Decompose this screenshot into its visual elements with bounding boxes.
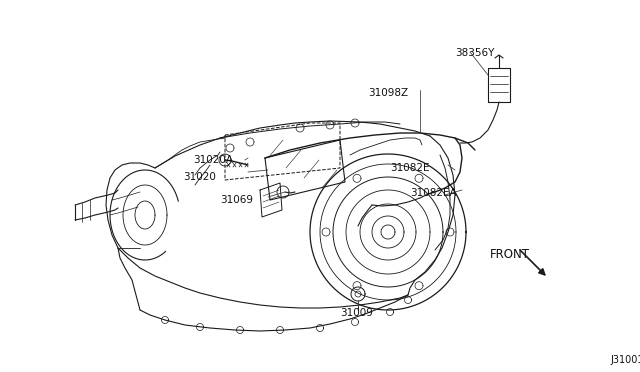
Text: 31082EA: 31082EA [410, 188, 456, 198]
Text: 31009: 31009 [340, 308, 373, 318]
Text: 31098Z: 31098Z [368, 88, 408, 98]
Text: 38356Y: 38356Y [455, 48, 494, 58]
Text: J31001PS: J31001PS [610, 355, 640, 365]
Text: 31020: 31020 [183, 172, 216, 182]
Text: 31020A: 31020A [193, 155, 233, 165]
Text: 31082E: 31082E [390, 163, 429, 173]
Text: FRONT: FRONT [490, 248, 530, 261]
Text: 31069: 31069 [220, 195, 253, 205]
